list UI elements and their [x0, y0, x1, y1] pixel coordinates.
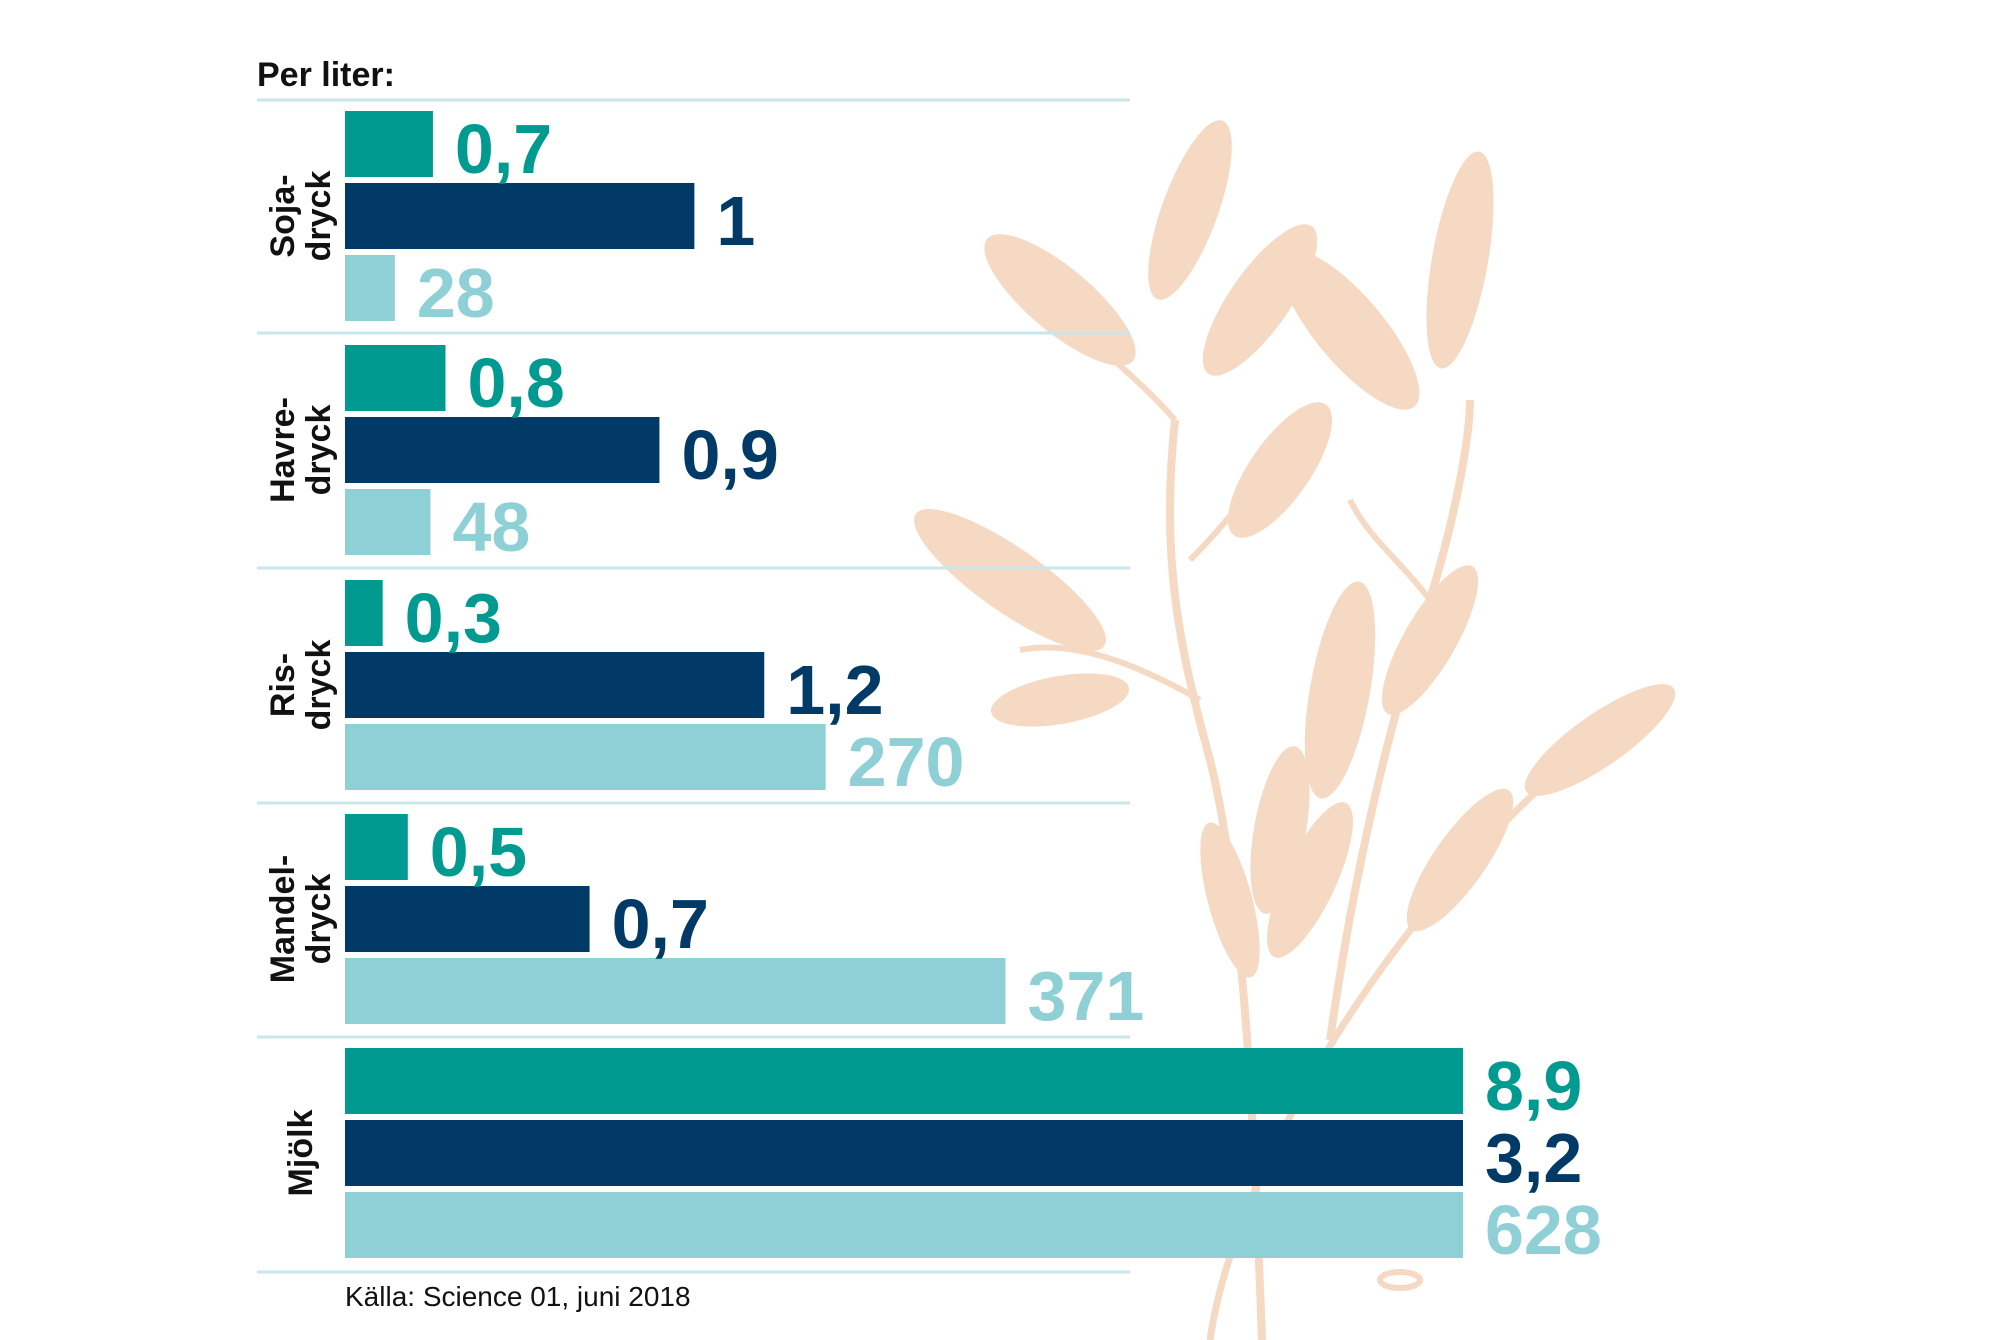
category-label-line: Mandel- — [264, 855, 302, 983]
value-label: 0,7 — [455, 110, 552, 188]
category-labels-layer: Soja-dryckHavre-dryckRis-dryckMandel-dry… — [264, 171, 338, 1197]
bar — [345, 1120, 1463, 1186]
category-label-line: dryck — [300, 171, 338, 262]
value-label: 1,2 — [786, 651, 883, 729]
bar — [345, 814, 408, 880]
category-label-line: dryck — [300, 640, 338, 731]
category-label-line: Mjölk — [282, 1109, 320, 1196]
bar — [345, 345, 446, 411]
value-label: 0,5 — [430, 813, 527, 891]
bar — [345, 958, 1006, 1024]
value-label: 0,7 — [612, 885, 709, 963]
category-label-line: Havre- — [264, 397, 302, 503]
bar — [345, 724, 826, 790]
bar — [345, 183, 695, 249]
source-note: Källa: Science 01, juni 2018 — [345, 1281, 691, 1312]
bar — [345, 417, 660, 483]
value-label: 371 — [1027, 957, 1144, 1035]
category-label: Soja-dryck — [264, 171, 338, 262]
value-label: 0,8 — [467, 344, 564, 422]
bar — [345, 1192, 1463, 1258]
value-label: 628 — [1485, 1191, 1602, 1269]
bar — [345, 886, 590, 952]
value-label: 28 — [417, 254, 495, 332]
bar — [345, 580, 383, 646]
bar — [345, 255, 395, 321]
bars-layer — [345, 111, 1463, 1258]
category-label: Mandel-dryck — [264, 855, 338, 983]
bar — [345, 111, 433, 177]
category-label-line: dryck — [300, 405, 338, 496]
category-label-line: dryck — [300, 874, 338, 965]
value-label: 0,9 — [681, 416, 778, 494]
bar — [345, 652, 765, 718]
category-label-line: Ris- — [264, 653, 302, 717]
oat-plant-illustration — [914, 120, 1676, 1340]
group-separators — [257, 98, 1130, 1274]
value-label: 270 — [848, 723, 965, 801]
value-label: 3,2 — [1485, 1119, 1582, 1197]
category-label: Ris-dryck — [264, 640, 338, 731]
category-label-line: Soja- — [264, 174, 302, 257]
value-label: 1 — [716, 182, 755, 260]
value-label: 0,3 — [405, 579, 502, 657]
category-label: Havre-dryck — [264, 397, 338, 503]
value-label: 48 — [452, 488, 530, 566]
value-label: 8,9 — [1485, 1047, 1582, 1125]
bar — [345, 489, 431, 555]
bar — [345, 1048, 1463, 1114]
chart-heading: Per liter: — [257, 56, 395, 94]
category-label: Mjölk — [282, 1109, 320, 1196]
